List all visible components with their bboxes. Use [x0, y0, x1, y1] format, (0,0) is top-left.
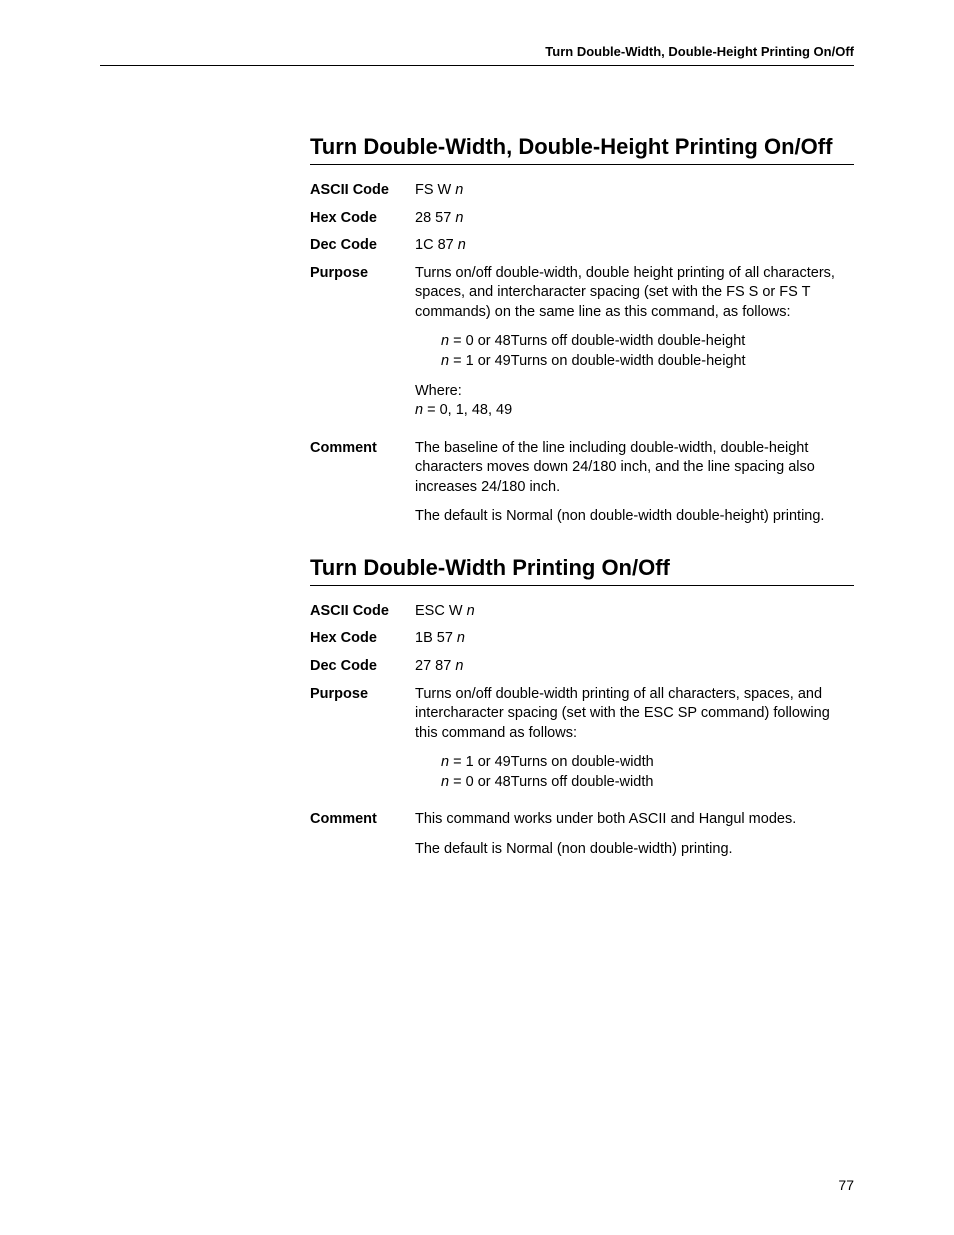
value-dec-code: 1C 87 n — [415, 236, 854, 256]
where-label: Where: — [415, 382, 854, 402]
hex-code-prefix: 28 57 — [415, 210, 455, 226]
purpose-options: n = 1 or 49Turns on double-width n = 0 o… — [415, 753, 854, 792]
row-dec-code: Dec Code 27 87 n — [310, 657, 854, 677]
comment-paragraph-2: The default is Normal (non double-width … — [415, 507, 854, 527]
purpose-where: Where: n = 0, 1, 48, 49 — [415, 382, 854, 421]
page-number: 77 — [838, 1177, 854, 1193]
ascii-code-param-n: n — [467, 603, 475, 619]
hex-code-prefix: 1B 57 — [415, 630, 457, 646]
label-hex-code: Hex Code — [310, 629, 415, 649]
page: Turn Double-Width, Double-Height Printin… — [0, 0, 954, 1235]
param-n: n — [415, 402, 423, 418]
row-purpose: Purpose Turns on/off double-width printi… — [310, 685, 854, 803]
hex-code-param-n: n — [455, 210, 463, 226]
row-ascii-code: ASCII Code ESC W n — [310, 602, 854, 622]
ascii-code-prefix: FS W — [415, 182, 455, 198]
section-body-dwdh: ASCII Code FS W n Hex Code 28 57 n Dec C… — [310, 181, 854, 537]
ascii-code-prefix: ESC W — [415, 603, 467, 619]
purpose-option-0-text: = 0 or 48Turns off double-width — [449, 774, 653, 790]
param-n: n — [441, 774, 449, 790]
hex-code-param-n: n — [457, 630, 465, 646]
comment-paragraph-1: The baseline of the line including doubl… — [415, 439, 854, 498]
dec-code-param-n: n — [455, 658, 463, 674]
section-title-dw: Turn Double-Width Printing On/Off — [310, 555, 854, 586]
row-dec-code: Dec Code 1C 87 n — [310, 236, 854, 256]
value-comment: The baseline of the line including doubl… — [415, 439, 854, 537]
value-dec-code: 27 87 n — [415, 657, 854, 677]
dec-code-prefix: 27 87 — [415, 658, 455, 674]
section-title-dwdh: Turn Double-Width, Double-Height Printin… — [310, 134, 854, 165]
purpose-option-1: n = 1 or 49Turns on double-width — [441, 753, 854, 773]
value-hex-code: 28 57 n — [415, 209, 854, 229]
row-purpose: Purpose Turns on/off double-width, doubl… — [310, 264, 854, 431]
comment-paragraph-2: The default is Normal (non double-width)… — [415, 840, 854, 860]
purpose-options: n = 0 or 48Turns off double-width double… — [415, 332, 854, 371]
comment-paragraph-1: This command works under both ASCII and … — [415, 810, 854, 830]
where-values-text: = 0, 1, 48, 49 — [423, 402, 512, 418]
label-comment: Comment — [310, 439, 415, 459]
row-hex-code: Hex Code 28 57 n — [310, 209, 854, 229]
value-hex-code: 1B 57 n — [415, 629, 854, 649]
label-ascii-code: ASCII Code — [310, 181, 415, 201]
row-comment: Comment The baseline of the line includi… — [310, 439, 854, 537]
purpose-option-0-text: = 0 or 48Turns off double-width double-h… — [449, 333, 745, 349]
value-comment: This command works under both ASCII and … — [415, 810, 854, 869]
value-ascii-code: ESC W n — [415, 602, 854, 622]
purpose-option-1: n = 1 or 49Turns on double-width double-… — [441, 352, 854, 372]
row-hex-code: Hex Code 1B 57 n — [310, 629, 854, 649]
where-values: n = 0, 1, 48, 49 — [415, 401, 854, 421]
purpose-option-0: n = 0 or 48Turns off double-width double… — [441, 332, 854, 352]
ascii-code-param-n: n — [455, 182, 463, 198]
label-hex-code: Hex Code — [310, 209, 415, 229]
section-body-dw: ASCII Code ESC W n Hex Code 1B 57 n Dec … — [310, 602, 854, 870]
row-ascii-code: ASCII Code FS W n — [310, 181, 854, 201]
row-comment: Comment This command works under both AS… — [310, 810, 854, 869]
label-ascii-code: ASCII Code — [310, 602, 415, 622]
param-n: n — [441, 754, 449, 770]
value-purpose: Turns on/off double-width, double height… — [415, 264, 854, 431]
value-purpose: Turns on/off double-width printing of al… — [415, 685, 854, 803]
running-head: Turn Double-Width, Double-Height Printin… — [100, 44, 854, 66]
param-n: n — [441, 353, 449, 369]
dec-code-param-n: n — [458, 237, 466, 253]
purpose-paragraph-1: Turns on/off double-width printing of al… — [415, 685, 854, 744]
purpose-option-0: n = 0 or 48Turns off double-width — [441, 773, 854, 793]
label-dec-code: Dec Code — [310, 236, 415, 256]
param-n: n — [441, 333, 449, 349]
label-comment: Comment — [310, 810, 415, 830]
label-purpose: Purpose — [310, 264, 415, 284]
purpose-paragraph-1: Turns on/off double-width, double height… — [415, 264, 854, 323]
label-purpose: Purpose — [310, 685, 415, 705]
dec-code-prefix: 1C 87 — [415, 237, 458, 253]
page-content: Turn Double-Width, Double-Height Printin… — [100, 66, 854, 870]
purpose-option-1-text: = 1 or 49Turns on double-width double-he… — [449, 353, 746, 369]
value-ascii-code: FS W n — [415, 181, 854, 201]
label-dec-code: Dec Code — [310, 657, 415, 677]
purpose-option-1-text: = 1 or 49Turns on double-width — [449, 754, 654, 770]
